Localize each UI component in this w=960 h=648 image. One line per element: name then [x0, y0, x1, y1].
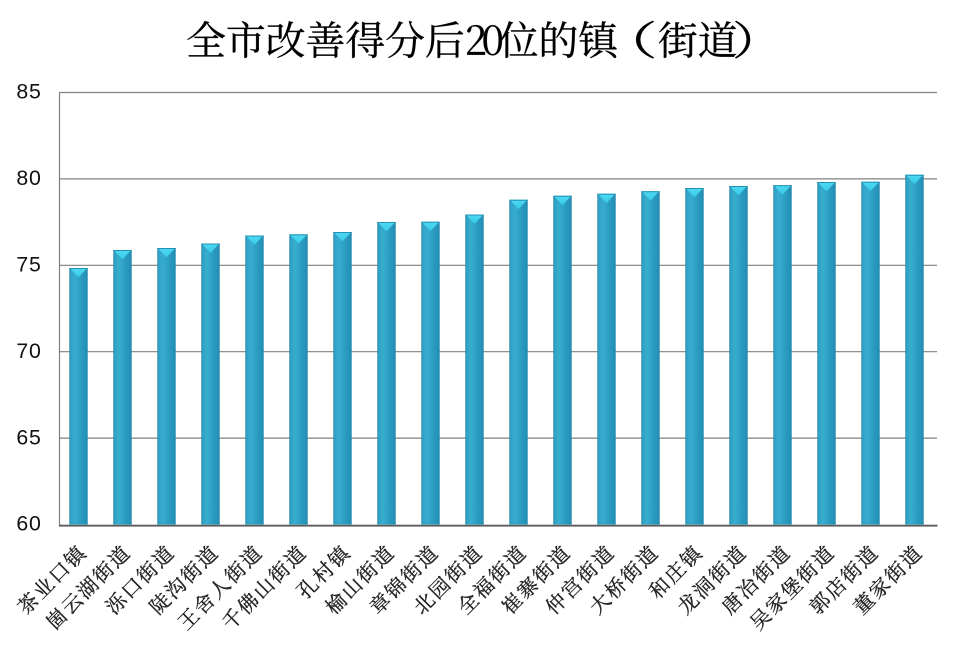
svg-text:80: 80	[16, 166, 41, 190]
svg-text:70: 70	[16, 339, 41, 363]
svg-text:85: 85	[16, 80, 41, 104]
svg-text:65: 65	[16, 425, 41, 449]
svg-text:60: 60	[16, 512, 41, 536]
svg-text:75: 75	[16, 253, 41, 277]
